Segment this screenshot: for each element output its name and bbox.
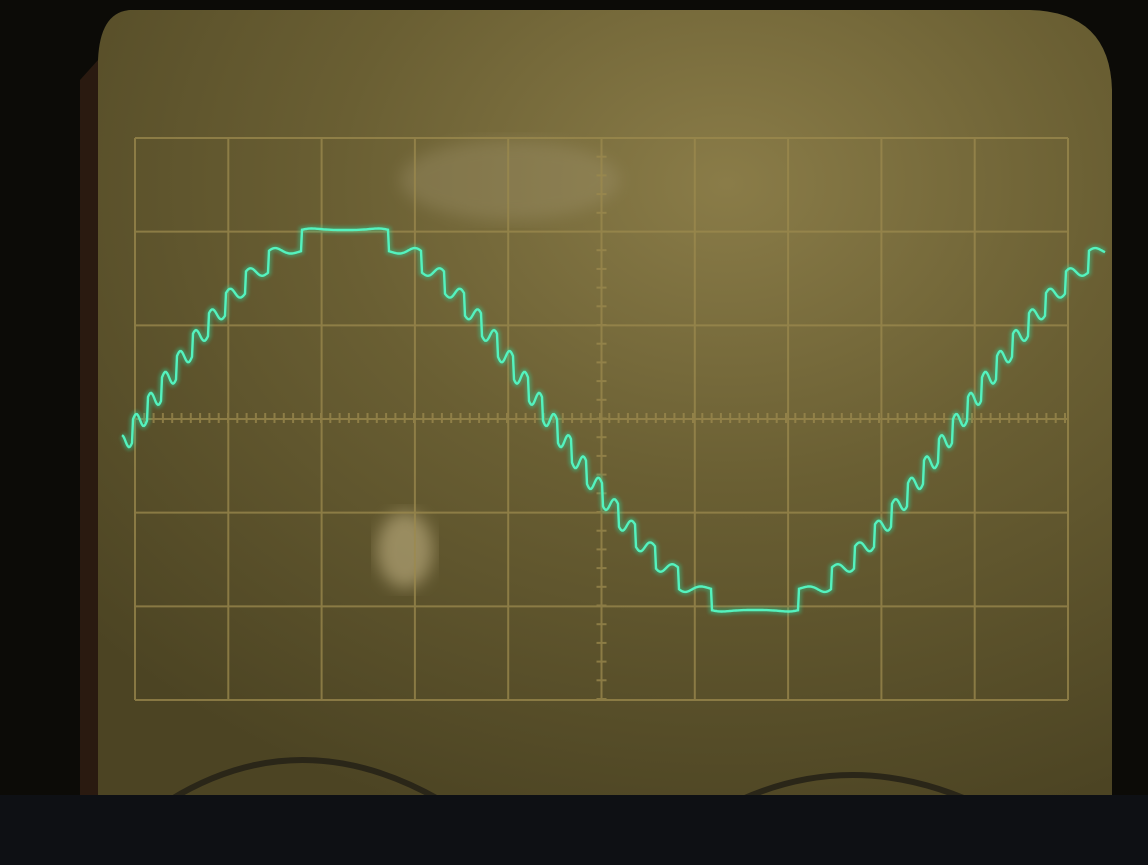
bezel-left — [80, 60, 98, 820]
bezel-bottom — [0, 795, 1148, 865]
reflection — [377, 512, 433, 588]
screen — [98, 10, 1112, 800]
oscilloscope-photo — [0, 0, 1148, 865]
reflection — [400, 140, 620, 220]
